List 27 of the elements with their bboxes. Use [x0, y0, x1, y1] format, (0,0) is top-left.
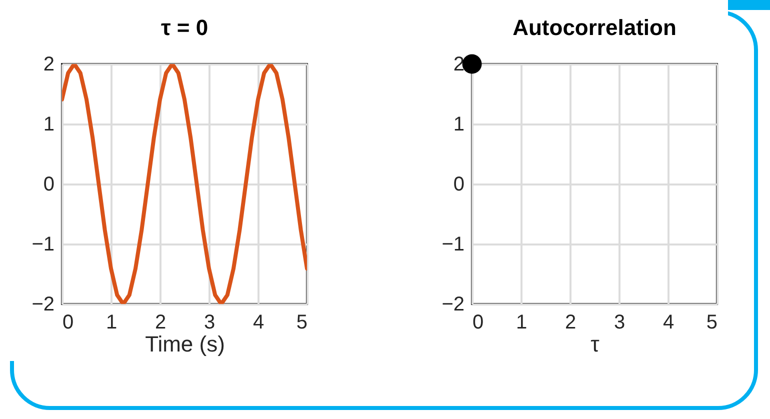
- y-tick-label: −1: [32, 234, 54, 256]
- y-tick-label: 2: [43, 54, 54, 76]
- y-tick-label: 1: [453, 114, 464, 136]
- chart-title: τ = 0: [160, 15, 208, 40]
- x-tick-label: 0: [62, 312, 74, 334]
- y-tick-label: 2: [453, 54, 464, 76]
- x-tick-label: 0: [472, 312, 484, 334]
- x-tick-label: 2: [154, 312, 166, 334]
- y-tick-label: 1: [43, 114, 54, 136]
- chart-title: Autocorrelation: [512, 15, 676, 40]
- x-axis-title: τ: [590, 332, 600, 356]
- y-tick-label: 0: [453, 174, 464, 196]
- x-tick-label: 5: [706, 312, 718, 334]
- x-tick-label: 1: [516, 312, 528, 334]
- x-tick-label: 5: [296, 312, 308, 334]
- x-tick-label: 4: [662, 312, 674, 334]
- y-tick-label: −2: [442, 294, 464, 316]
- x-tick-label: 2: [564, 312, 576, 334]
- x-tick-label: 1: [106, 312, 118, 334]
- x-tick-label: 3: [204, 312, 216, 334]
- x-axis-title: Time (s): [145, 332, 225, 356]
- line-series: [62, 64, 307, 304]
- y-tick-label: 0: [43, 174, 54, 196]
- y-tick-label: −1: [442, 234, 464, 256]
- x-tick-label: 3: [614, 312, 626, 334]
- x-tick-label: 4: [252, 312, 264, 334]
- y-tick-label: −2: [32, 294, 54, 316]
